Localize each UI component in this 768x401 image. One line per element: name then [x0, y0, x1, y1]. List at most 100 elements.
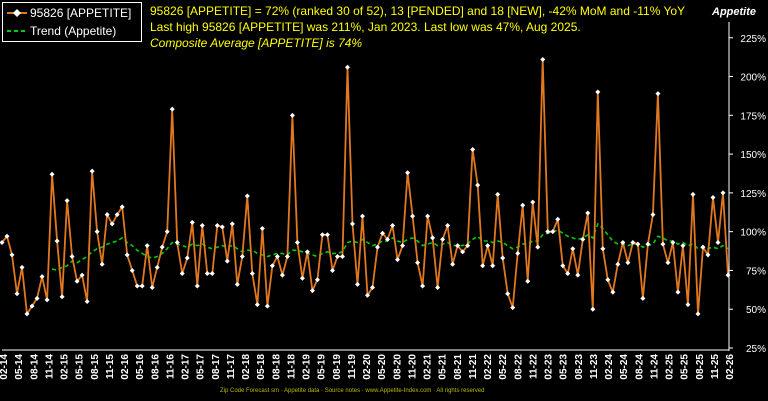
- appetite-point: [259, 226, 265, 232]
- appetite-point: [575, 272, 581, 278]
- appetite-point: [129, 267, 135, 273]
- appetite-point: [565, 271, 571, 277]
- x-tick-label: 05-22: [498, 354, 509, 380]
- appetite-point: [109, 221, 115, 227]
- x-tick-label: 08-16: [150, 354, 161, 380]
- appetite-point: [319, 232, 325, 238]
- appetite-point: [445, 222, 451, 228]
- appetite-point: [144, 243, 150, 249]
- appetite-point: [620, 240, 626, 246]
- appetite-point: [114, 212, 120, 218]
- y-tick-label: 75%: [746, 266, 766, 277]
- headline-summary: 95826 [APPETITE] = 72% (ranked 30 of 52)…: [150, 4, 686, 18]
- appetite-point: [34, 295, 40, 301]
- appetite-point: [4, 233, 10, 239]
- appetite-point: [615, 261, 621, 267]
- appetite-point: [354, 281, 360, 287]
- appetite-point: [375, 244, 381, 250]
- appetite-point: [14, 291, 20, 297]
- appetite-point: [69, 253, 75, 259]
- appetite-point: [645, 241, 651, 247]
- appetite-point: [725, 272, 731, 278]
- appetite-point: [545, 229, 551, 235]
- appetite-point: [650, 212, 656, 218]
- x-tick-label: 02-26: [725, 354, 736, 380]
- appetite-point: [700, 244, 706, 250]
- legend-label-trend: Trend (Appetite): [30, 24, 117, 38]
- appetite-point: [705, 252, 711, 258]
- appetite-point: [530, 199, 536, 205]
- y-tick-label: 225%: [740, 34, 766, 45]
- x-tick-label: 02-15: [60, 354, 71, 380]
- appetite-point: [49, 171, 55, 177]
- appetite-point: [435, 285, 441, 291]
- appetite-point: [580, 236, 586, 242]
- appetite-point: [495, 191, 501, 197]
- appetite-point: [269, 263, 275, 269]
- y-tick-label: 200%: [740, 73, 766, 84]
- y-tick-label: 25%: [746, 344, 766, 355]
- x-tick-label: 02-20: [362, 354, 373, 380]
- x-tick-label: 11-17: [226, 354, 237, 379]
- appetite-point: [465, 243, 471, 249]
- appetite-point: [625, 260, 631, 266]
- appetite-point: [139, 283, 145, 289]
- appetite-point: [410, 213, 416, 219]
- appetite-point: [359, 213, 365, 219]
- appetite-point: [104, 212, 110, 218]
- appetite-point: [480, 263, 486, 269]
- appetite-point: [79, 272, 85, 278]
- appetite-point: [39, 274, 45, 280]
- appetite-point: [675, 289, 681, 295]
- x-tick-label: 05-21: [438, 354, 449, 380]
- appetite-point: [0, 240, 5, 246]
- appetite-point: [710, 195, 716, 201]
- x-tick-label: 11-20: [407, 354, 418, 379]
- appetite-point: [510, 305, 516, 311]
- legend-dash-line-icon: [7, 30, 27, 32]
- appetite-point: [460, 249, 466, 255]
- appetite-point: [204, 271, 210, 277]
- appetite-point: [415, 260, 421, 266]
- appetite-point: [640, 295, 646, 301]
- appetite-point: [665, 260, 671, 266]
- appetite-point: [365, 292, 371, 298]
- appetite-point: [304, 249, 310, 255]
- appetite-series-line: [1, 59, 729, 317]
- trend-series-line: [51, 222, 729, 272]
- appetite-point: [370, 285, 376, 291]
- headline-high-low: Last high 95826 [APPETITE] was 211%, Jan…: [150, 20, 581, 34]
- x-tick-label: 08-25: [695, 354, 706, 380]
- x-tick-label: 08-23: [574, 354, 585, 380]
- appetite-point: [94, 229, 100, 235]
- appetite-point: [395, 257, 401, 263]
- appetite-point: [635, 241, 641, 247]
- appetite-point: [490, 263, 496, 269]
- x-tick-label: 08-22: [513, 354, 524, 380]
- appetite-point: [505, 291, 511, 297]
- appetite-point: [405, 170, 411, 176]
- appetite-point: [59, 294, 65, 300]
- appetite-point: [9, 252, 15, 258]
- appetite-point: [239, 253, 245, 259]
- series-layer: [0, 56, 731, 317]
- appetite-point: [219, 224, 225, 230]
- appetite-point: [209, 271, 215, 277]
- x-tick-label: 08-20: [392, 354, 403, 380]
- x-tick-label: 05-17: [196, 354, 207, 380]
- x-tick-label: 02-25: [665, 354, 676, 380]
- appetite-point: [630, 240, 636, 246]
- x-tick-label: 11-19: [347, 354, 358, 379]
- x-tick-label: 05-15: [75, 354, 86, 380]
- appetite-point: [214, 222, 220, 228]
- x-tick-label: 08-15: [90, 354, 101, 380]
- appetite-point: [329, 267, 335, 273]
- x-tick-label: 02-19: [302, 354, 313, 380]
- appetite-point: [64, 198, 70, 204]
- appetite-point: [470, 146, 476, 152]
- appetite-point: [309, 288, 315, 294]
- appetite-point: [695, 311, 701, 317]
- appetite-point: [390, 222, 396, 228]
- appetite-point: [164, 229, 170, 235]
